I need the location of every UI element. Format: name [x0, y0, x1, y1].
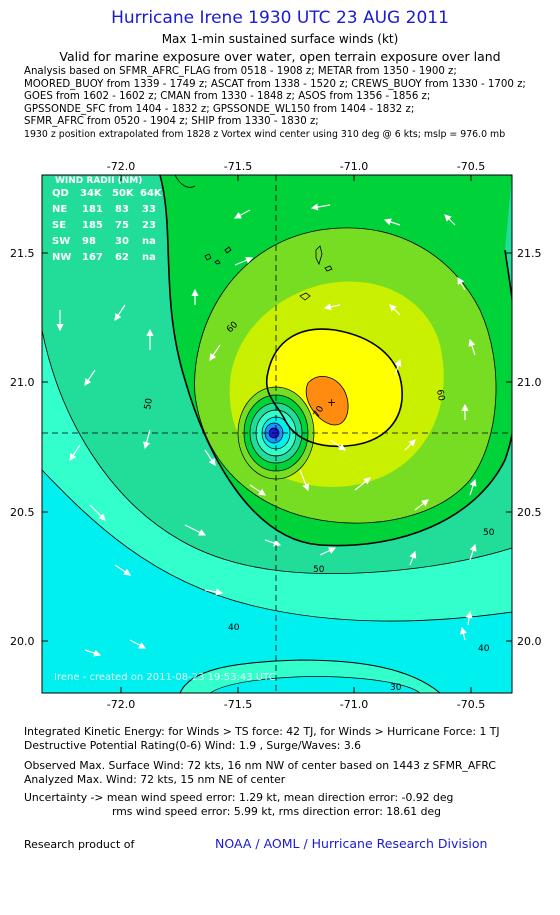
- contour-label: 40: [478, 644, 490, 654]
- uncertainty-stats: Uncertainty -> mean wind speed error: 1.…: [24, 791, 453, 819]
- axis-ticks: [42, 175, 512, 693]
- organization-label: NOAA / AOML / Hurricane Research Divisio…: [215, 836, 488, 851]
- radii-header: 64K: [140, 188, 163, 199]
- analysis-line: Analysis based on SFMR_AFRC_FLAG from 05…: [24, 66, 457, 77]
- analysis-line: SFMR_AFRC from 0520 - 1904 z; SHIP from …: [24, 116, 319, 128]
- y-tick-left: 20.0: [10, 635, 35, 648]
- radii-cell: 23: [142, 220, 156, 231]
- analysis-sources: Analysis based on SFMR_AFRC_FLAG from 05…: [24, 66, 559, 142]
- energy-stats: Integrated Kinetic Energy: for Winds > T…: [24, 725, 500, 753]
- x-tick-top: -72.0: [107, 160, 135, 173]
- radii-cell: SE: [52, 220, 66, 231]
- watermark: Irene - created on 2011-08-23 19:53:43 U…: [54, 672, 276, 683]
- max-wind-stats: Observed Max. Surface Wind: 72 kts, 16 n…: [24, 759, 496, 787]
- contour-label: 30: [390, 683, 402, 693]
- radii-cell: SW: [52, 236, 70, 247]
- radii-cell: 83: [115, 204, 129, 215]
- y-tick-right: 21.5: [517, 247, 542, 260]
- analyzed-max-text: Analyzed Max. Wind: 72 kts, 15 nm NE of …: [24, 773, 286, 786]
- radii-cell: NW: [52, 252, 71, 263]
- observed-max-text: Observed Max. Surface Wind: 72 kts, 16 n…: [24, 759, 496, 772]
- x-tick-bottom: -71.0: [340, 698, 368, 710]
- radii-cell: 167: [82, 252, 103, 263]
- research-label: Research product of: [24, 838, 135, 851]
- x-tick-top: -70.5: [457, 160, 485, 173]
- wind-vectors: [56, 203, 477, 657]
- y-axis-labels: 21.5 21.0 20.5 20.0 21.5 21.0 20.5 20.0: [10, 247, 542, 648]
- analysis-line: GOES from 1602 - 1602 z; CMAN from 1330 …: [24, 91, 431, 103]
- dpr-text: Destructive Potential Rating(0-6) Wind: …: [24, 739, 362, 752]
- ike-text: Integrated Kinetic Energy: for Winds > T…: [24, 725, 500, 738]
- uncertainty-mean-text: Uncertainty -> mean wind speed error: 1.…: [24, 791, 454, 804]
- analysis-line: MOORED_BUOY from 1339 - 1749 z; ASCAT fr…: [24, 78, 526, 90]
- contour-label: 50: [143, 397, 155, 410]
- subtitle-units: Max 1-min sustained surface winds (kt): [161, 32, 399, 46]
- radii-cell: na: [142, 236, 156, 247]
- contour-labels: 50 60 70 40 50 60 40 50 30: [143, 320, 495, 693]
- analysis-line: 1930 z position extrapolated from 1828 z…: [24, 128, 506, 140]
- x-tick-bottom: -70.5: [457, 698, 485, 710]
- radii-cell: 30: [115, 236, 129, 247]
- radii-cell: 98: [82, 236, 96, 247]
- radii-cell: 75: [115, 220, 129, 231]
- radii-cell: 181: [82, 204, 103, 215]
- contour-label: 60: [434, 389, 446, 402]
- coastline: [174, 175, 333, 301]
- radii-cell: 33: [142, 204, 156, 215]
- x-tick-bottom: -71.5: [224, 698, 252, 710]
- contour-label: 40: [228, 623, 240, 633]
- radii-cell: 62: [115, 252, 129, 263]
- radii-cell: NE: [52, 204, 67, 215]
- page-title: Hurricane Irene 1930 UTC 23 AUG 2011: [111, 8, 449, 28]
- x-tick-top: -71.0: [340, 160, 368, 173]
- y-tick-left: 20.5: [10, 506, 35, 519]
- y-tick-right: 21.0: [517, 376, 542, 389]
- wind-map: 50 60 70 40 50 60 40 50 30 + WIND RADII …: [10, 160, 542, 710]
- radii-header: 34K: [80, 188, 103, 199]
- y-tick-left: 21.0: [10, 376, 35, 389]
- uncertainty-rms-text: rms wind speed error: 5.99 kt, rms direc…: [112, 805, 441, 818]
- contour-field: 50 60 70 40 50 60 40 50 30 + WIND RADII …: [42, 175, 512, 693]
- x-tick-top: -71.5: [224, 160, 252, 173]
- radii-header: QD: [52, 188, 69, 199]
- y-tick-right: 20.5: [517, 506, 542, 519]
- max-wind-marker: +: [327, 396, 336, 409]
- wind-radii-table: WIND RADII (NM) QD 34K 50K 64K NE 181 83…: [52, 176, 163, 263]
- radii-cell: na: [142, 252, 156, 263]
- analysis-line: GPSSONDE_SFC from 1404 - 1832 z; GPSSOND…: [24, 103, 415, 115]
- contour-label: 50: [313, 565, 325, 575]
- x-axis-labels: -72.0 -71.5 -71.0 -70.5 -72.0 -71.5 -71.…: [107, 160, 485, 710]
- y-tick-left: 21.5: [10, 247, 35, 260]
- y-tick-right: 20.0: [517, 635, 542, 648]
- radii-header: 50K: [112, 188, 135, 199]
- x-tick-bottom: -72.0: [107, 698, 135, 710]
- contour-label: 50: [483, 528, 495, 538]
- radii-cell: 185: [82, 220, 103, 231]
- wind-radii-title: WIND RADII (NM): [55, 176, 142, 186]
- subtitle-validity: Valid for marine exposure over water, op…: [59, 49, 501, 64]
